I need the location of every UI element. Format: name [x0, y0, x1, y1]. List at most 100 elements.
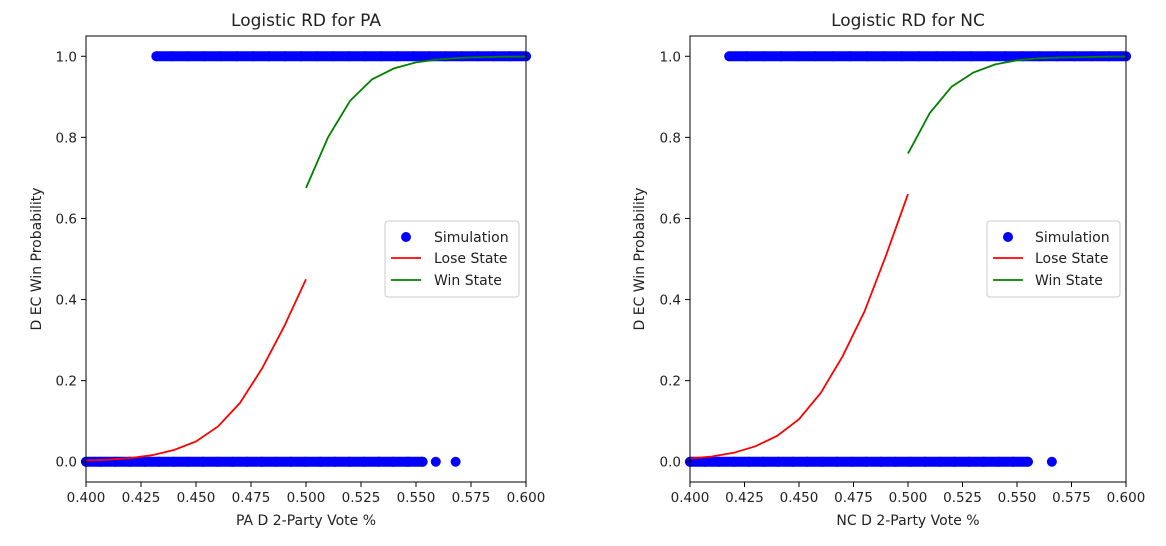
simulation-point: [285, 456, 296, 467]
x-tick-label: 0.425: [122, 490, 161, 506]
legend-win-label: Win State: [434, 273, 502, 289]
legend-simulation-label: Simulation: [434, 230, 509, 246]
simulation-point: [846, 456, 857, 467]
simulation-point: [934, 456, 945, 467]
simulation-point: [844, 51, 855, 62]
simulation-point: [817, 456, 828, 467]
x-tick-label: 0.475: [834, 490, 873, 506]
x-tick-label: 0.575: [452, 490, 491, 506]
x-tick-label: 0.500: [287, 490, 326, 506]
simulation-point: [359, 456, 370, 467]
lose-state-line: [85, 278, 307, 462]
y-tick-label: 0.8: [56, 130, 77, 146]
simulation-point: [773, 456, 784, 467]
simulation-point: [890, 456, 901, 467]
simulation-point: [315, 456, 326, 467]
simulation-point: [913, 51, 924, 62]
y-tick-label: 0.0: [56, 455, 77, 471]
x-tick-label: 0.475: [232, 490, 271, 506]
simulation-point: [198, 456, 209, 467]
simulation-point: [388, 456, 399, 467]
y-tick-label: 1.0: [660, 49, 681, 65]
axes-frame: [689, 35, 1127, 483]
simulation-point: [215, 51, 226, 62]
simulation-point: [376, 51, 387, 62]
simulation-point: [450, 456, 461, 467]
simulation-point: [931, 51, 942, 62]
simulation-point: [1069, 51, 1080, 62]
y-tick-label: 0.2: [56, 374, 77, 390]
y-axis-label: D EC Win Probability: [29, 187, 45, 330]
axis-ticks: 0.400 0.425 0.450 0.475 0.500 0.525 0.550 0.575…: [56, 49, 546, 506]
simulation-point: [905, 456, 916, 467]
x-tick-label: 0.600: [1107, 490, 1146, 506]
simulation-point: [714, 456, 725, 467]
simulation-point: [699, 456, 710, 467]
legend-simulation-label: Simulation: [1035, 230, 1110, 246]
simulation-point: [472, 51, 483, 62]
win-state-line: [907, 55, 1127, 155]
simulation-point: [1034, 51, 1045, 62]
simulation-point: [263, 51, 274, 62]
simulation-point: [95, 456, 106, 467]
simulation-point: [139, 456, 150, 467]
legend-simulation-marker: [1003, 232, 1013, 242]
simulation-point: [1051, 51, 1062, 62]
x-axis-label: NC D 2-Party Vote %: [836, 513, 979, 529]
simulation-point: [183, 51, 194, 62]
simulation-point: [982, 51, 993, 62]
y-tick-label: 0.8: [660, 130, 681, 146]
simulation-point: [167, 51, 178, 62]
x-tick-label: 0.425: [725, 490, 764, 506]
simulation-point: [775, 51, 786, 62]
y-tick-label: 0.6: [660, 211, 681, 227]
win-state-line: [305, 55, 527, 189]
plot-nc: Logistic RD for NC NC D 2-Party Vote % D…: [632, 11, 1145, 529]
simulation-point: [802, 456, 813, 467]
simulation-point: [247, 51, 258, 62]
legend-win-label: Win State: [1035, 273, 1103, 289]
simulation-point: [328, 51, 339, 62]
x-tick-label: 0.400: [671, 490, 710, 506]
simulation-point: [296, 51, 307, 62]
y-tick-label: 0.4: [660, 293, 681, 309]
x-tick-label: 0.550: [397, 490, 436, 506]
simulation-point: [965, 51, 976, 62]
simulation-point: [344, 456, 355, 467]
simulation-point: [879, 51, 890, 62]
simulation-point: [417, 456, 428, 467]
simulation-point: [168, 456, 179, 467]
simulation-point: [827, 51, 838, 62]
simulation-point: [154, 456, 165, 467]
simulation-point: [373, 456, 384, 467]
simulation-point: [729, 456, 740, 467]
simulation-point: [861, 456, 872, 467]
x-tick-label: 0.575: [1052, 490, 1091, 506]
legend: Simulation Lose State Win State: [986, 220, 1121, 298]
simulation-point: [758, 51, 769, 62]
simulation-point: [978, 456, 989, 467]
simulation-point: [964, 456, 975, 467]
plot-marks: [81, 51, 531, 467]
y-tick-label: 0.0: [660, 455, 681, 471]
simulation-point: [271, 456, 282, 467]
simulation-point: [743, 456, 754, 467]
simulation-point: [199, 51, 210, 62]
simulation-point: [1000, 51, 1011, 62]
simulation-point: [758, 456, 769, 467]
x-tick-label: 0.400: [67, 490, 106, 506]
simulation-point: [1022, 456, 1033, 467]
simulation-point: [456, 51, 467, 62]
x-tick-label: 0.450: [177, 490, 216, 506]
simulation-point: [402, 456, 413, 467]
simulation-point: [392, 51, 403, 62]
simulation-point: [793, 51, 804, 62]
legend-box: [986, 220, 1121, 298]
lose-state-line: [689, 193, 909, 460]
legend-lose-label: Lose State: [434, 251, 508, 267]
simulation-point: [875, 456, 886, 467]
y-tick-label: 0.6: [56, 211, 77, 227]
simulation-point: [183, 456, 194, 467]
simulation-point: [993, 456, 1004, 467]
